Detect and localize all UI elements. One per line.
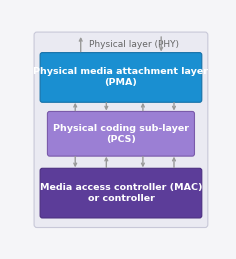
- Text: Media access controller (MAC)
or controller: Media access controller (MAC) or control…: [40, 183, 202, 203]
- FancyBboxPatch shape: [34, 32, 208, 227]
- FancyBboxPatch shape: [47, 111, 194, 156]
- FancyBboxPatch shape: [40, 53, 202, 102]
- Text: Physical layer (PHY): Physical layer (PHY): [89, 40, 179, 48]
- Text: Physical media attachment layer
(PMA): Physical media attachment layer (PMA): [34, 67, 208, 88]
- Text: Physical coding sub-layer
(PCS): Physical coding sub-layer (PCS): [53, 124, 189, 144]
- FancyBboxPatch shape: [40, 168, 202, 218]
